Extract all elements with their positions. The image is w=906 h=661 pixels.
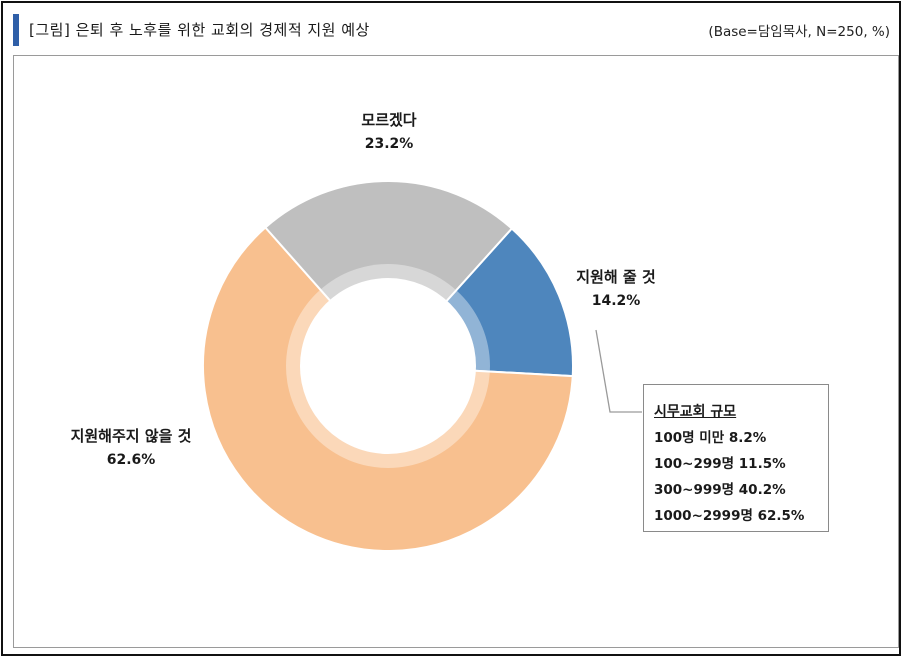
chart-panel [13, 55, 899, 648]
church-size-box: 시무교회 규모 100명 미만 8.2% 100~299명 11.5% 300~… [643, 384, 829, 532]
slice-category-will-not-support: 지원해주지 않을 것 [70, 427, 192, 445]
slice-category-unknown: 모르겠다 [361, 111, 417, 129]
slice-label-will-support: 지원해 줄 것 14.2% [576, 265, 655, 313]
church-size-header: 시무교회 규모 [654, 404, 737, 420]
donut-hole [300, 278, 476, 454]
base-note: (Base=담임목사, N=250, %) [708, 24, 890, 40]
slice-value-unknown: 23.2% [364, 136, 414, 152]
church-size-row: 300~999명 40.2% [654, 482, 786, 498]
church-size-row: 1000~2999명 62.5% [654, 508, 805, 524]
title-accent-bar [13, 14, 19, 46]
church-size-row: 100~299명 11.5% [654, 456, 786, 472]
slice-label-will-not-support: 지원해주지 않을 것 62.6% [71, 424, 192, 472]
figure-title: [그림] 은퇴 후 노후를 위한 교회의 경제적 지원 예상 [29, 21, 370, 39]
slice-value-will-not-support: 62.6% [106, 452, 156, 468]
callout-line [595, 329, 642, 413]
slice-value-will-support: 14.2% [591, 293, 641, 309]
slice-label-unknown: 모르겠다 23.2% [361, 108, 416, 156]
slice-category-will-support: 지원해 줄 것 [576, 268, 656, 286]
slice-unknown [263, 180, 514, 368]
church-size-row: 100명 미만 8.2% [654, 430, 767, 446]
